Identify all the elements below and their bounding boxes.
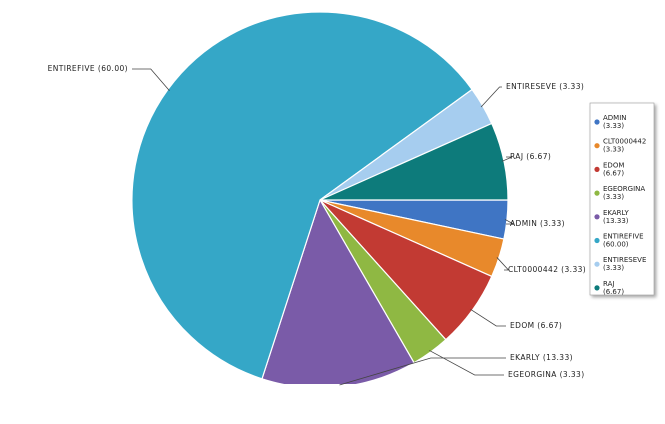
legend-label: ENTIRESEVE bbox=[603, 256, 646, 264]
legend-label: RAJ bbox=[603, 280, 614, 288]
slice-label-value: (3.33) bbox=[560, 370, 585, 379]
legend-label: CLT0000442 bbox=[603, 138, 646, 146]
slice-label-name: EKARLY bbox=[510, 353, 540, 362]
slice-label-name: ENTIREFIVE bbox=[48, 64, 96, 73]
legend-marker bbox=[594, 143, 600, 149]
slice-label-value: (6.67) bbox=[526, 152, 551, 161]
slice-label: EKARLY (13.33) bbox=[510, 353, 573, 362]
slice-labels: ADMIN (3.33)CLT0000442 (3.33)EDOM (6.67)… bbox=[48, 64, 586, 386]
legend-marker bbox=[594, 285, 600, 291]
slice-label: ENTIREFIVE (60.00) bbox=[48, 64, 128, 73]
slice-label-value: (3.33) bbox=[540, 219, 565, 228]
slice-label-name: ADMIN bbox=[510, 219, 537, 228]
pie-slice bbox=[131, 11, 473, 380]
legend-label: ADMIN bbox=[603, 114, 627, 122]
slice-label-name: RAJ bbox=[510, 152, 523, 161]
slice-label-value: (3.33) bbox=[559, 82, 584, 91]
legend-value: (3.33) bbox=[603, 122, 624, 130]
legend-marker bbox=[594, 261, 600, 267]
leader-line bbox=[339, 357, 506, 386]
pie-slice bbox=[261, 198, 415, 384]
legend-value: (6.67) bbox=[603, 169, 624, 177]
slice-label: EGEORGINA (3.33) bbox=[508, 370, 585, 379]
leader-line bbox=[501, 156, 513, 162]
slice-label-name: ENTIRESEVE bbox=[506, 82, 556, 91]
leader-line bbox=[470, 308, 506, 327]
slice-label-name: EDOM bbox=[510, 321, 535, 330]
slice-label-name: EGEORGINA bbox=[508, 370, 557, 379]
slice-label-value: (13.33) bbox=[543, 353, 573, 362]
legend-label: ENTIREFIVE bbox=[603, 233, 644, 241]
legend-value: (13.33) bbox=[603, 217, 629, 225]
legend: ADMIN(3.33)CLT0000442(3.33)EDOM(6.67)EGE… bbox=[589, 102, 655, 296]
legend-label: EDOM bbox=[603, 161, 624, 169]
legend-value: (6.67) bbox=[603, 288, 624, 296]
slice-label: ADMIN (3.33) bbox=[510, 219, 565, 228]
slice-label: CLT0000442 (3.33) bbox=[508, 265, 586, 274]
legend-value: (3.33) bbox=[603, 146, 624, 154]
legend-label: EKARLY bbox=[603, 209, 630, 217]
legend-box bbox=[589, 102, 655, 296]
legend-marker bbox=[594, 190, 600, 196]
slice-label-value: (3.33) bbox=[561, 265, 586, 274]
leader-line bbox=[496, 257, 510, 271]
legend-value: (3.33) bbox=[603, 264, 624, 272]
pie bbox=[131, 11, 509, 384]
leader-line bbox=[504, 219, 514, 225]
legend-marker bbox=[594, 237, 600, 244]
slice-label: ENTIRESEVE (3.33) bbox=[506, 82, 584, 91]
leader-line bbox=[132, 68, 170, 91]
legend-value: (3.33) bbox=[603, 193, 624, 201]
slice-label-name: CLT0000442 bbox=[508, 265, 558, 274]
legend-label: EGEORGINA bbox=[603, 185, 645, 193]
slice-label-value: (60.00) bbox=[98, 64, 128, 73]
legend-marker bbox=[594, 166, 600, 172]
leader-line bbox=[480, 86, 502, 108]
slice-label: RAJ (6.67) bbox=[510, 152, 551, 161]
slice-label-value: (6.67) bbox=[537, 321, 562, 330]
legend-value: (60.00) bbox=[603, 241, 629, 249]
legend-marker bbox=[594, 119, 600, 125]
slice-label: EDOM (6.67) bbox=[510, 321, 562, 330]
leader-line bbox=[429, 350, 504, 376]
legend-marker bbox=[594, 214, 600, 220]
